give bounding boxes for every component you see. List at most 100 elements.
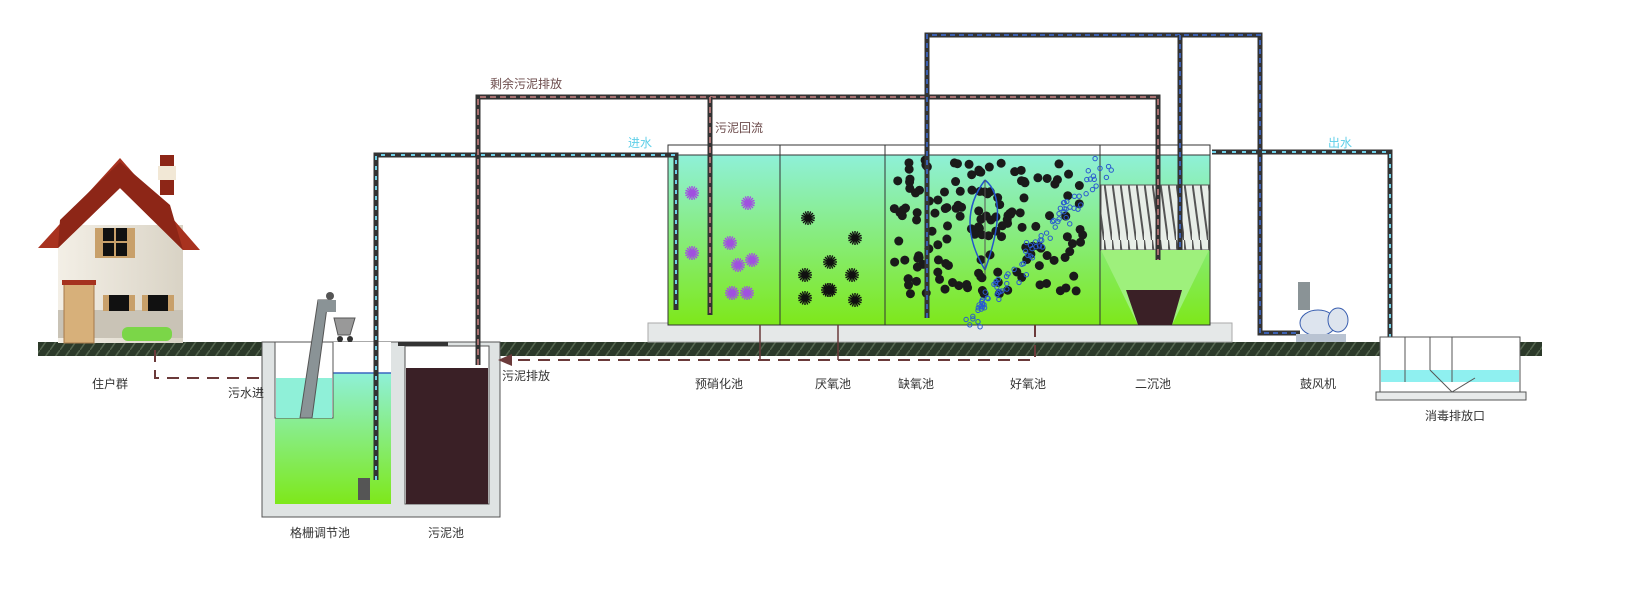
biofilm-carrier: [942, 203, 952, 213]
air-bubble: [975, 307, 981, 314]
sludge-discharge-line: [498, 325, 1036, 366]
air-bubble: [970, 316, 976, 322]
biofilm-carrier: [986, 215, 996, 225]
air-bubble: [1091, 176, 1097, 183]
air-bubble: [970, 313, 976, 320]
air-bubble: [1004, 280, 1010, 287]
label-water-in: 进水: [628, 136, 652, 150]
submersible-pump-icon: [358, 478, 370, 500]
biofilm-carrier: [997, 232, 1007, 242]
biofilm-carrier: [895, 208, 905, 218]
biofilm-carrier: [943, 221, 953, 231]
air-bubble: [1049, 218, 1056, 225]
air-bubble: [985, 295, 991, 302]
label-pre-nitrification: 预硝化池: [695, 377, 743, 391]
label-sludge-return: 污泥回流: [715, 121, 763, 135]
air-bubble: [967, 322, 973, 328]
biofilm-carrier: [948, 278, 958, 288]
air-bubble: [1023, 239, 1030, 246]
air-bubble: [1055, 218, 1061, 225]
media-star: [848, 234, 862, 242]
air-bubble: [1056, 210, 1062, 217]
air-bubble: [1022, 248, 1029, 254]
biofilm-carrier: [905, 174, 915, 184]
air-bubble: [1039, 244, 1046, 250]
biofilm-carrier: [953, 200, 963, 210]
media-star: [741, 199, 755, 207]
biofilm-carrier: [1012, 267, 1022, 277]
biofilm-carrier: [1054, 159, 1064, 169]
biofilm-carrier: [1031, 221, 1041, 231]
biofilm-carrier: [1071, 286, 1081, 296]
biofilm-carrier: [1045, 211, 1055, 221]
air-bubble: [1105, 163, 1112, 170]
biofilm-carrier: [935, 274, 945, 284]
air-bubble: [1083, 191, 1089, 197]
label-sewage-in: 污水进: [228, 386, 264, 400]
air-bubble: [993, 278, 999, 285]
outlet-pipe: [1212, 149, 1393, 340]
air-bubble: [1037, 237, 1044, 243]
media-star: [740, 289, 754, 297]
biofilm-media: [685, 155, 1114, 330]
air-bubble: [981, 305, 988, 311]
label-blower: 鼓风机: [1300, 377, 1336, 391]
air-bubble: [1103, 174, 1110, 181]
biofilm-carrier: [984, 162, 994, 172]
biofilm-carrier: [904, 158, 914, 168]
biofilm-carrier: [1074, 181, 1084, 191]
biofilm-carrier: [912, 215, 922, 225]
label-sludge-discharge: 污泥排放: [502, 368, 550, 383]
biofilm-carrier: [952, 159, 962, 169]
media-star: [848, 296, 862, 304]
biofilm-carrier: [974, 167, 984, 177]
air-bubble: [977, 324, 983, 330]
biofilm-carrier: [915, 185, 925, 195]
label-residents: 住户群: [92, 376, 128, 391]
biofilm-carrier: [1049, 255, 1059, 265]
air-bubble: [982, 289, 988, 295]
ground: [38, 342, 1542, 356]
biofilm-carrier: [933, 255, 943, 265]
air-bubble: [1016, 279, 1022, 286]
biofilm-carrier: [1063, 191, 1073, 201]
biofilm-carrier: [1019, 193, 1029, 203]
label-grid-tank: 格栅调节池: [290, 525, 350, 540]
air-bubble: [1061, 199, 1067, 206]
media-star: [685, 249, 699, 257]
biofilm-carrier: [905, 289, 915, 299]
biofilm-carrier: [1015, 208, 1025, 218]
biofilm-carrier: [894, 236, 904, 246]
air-bubble: [1071, 193, 1078, 199]
biofilm-carrier: [951, 177, 961, 187]
label-disinfection-outlet: 消毒排放口: [1425, 408, 1485, 423]
air-bubble: [1027, 242, 1034, 249]
air-bubble: [1093, 183, 1099, 189]
air-bubble: [1067, 221, 1073, 227]
biofilm-carrier: [1020, 178, 1030, 188]
media-star: [801, 214, 815, 222]
biofilm-carrier: [1050, 179, 1060, 189]
air-bubble: [1078, 202, 1084, 208]
media-star: [723, 239, 737, 247]
air-bubble: [997, 289, 1003, 295]
air-bubble: [963, 316, 969, 323]
air-bubble: [994, 284, 1000, 290]
media-star: [845, 271, 859, 279]
biofilm-carrier: [911, 276, 921, 286]
biofilm-carrier: [1033, 173, 1043, 183]
main-treatment-tank: [647, 144, 1233, 343]
biofilm-carrier: [1075, 224, 1085, 234]
biofilm-carrier: [1003, 218, 1013, 228]
disinfection-outlet-tank: [1375, 336, 1527, 401]
biofilm-carrier: [1060, 252, 1070, 262]
biofilm-carrier: [941, 258, 951, 268]
biofilm-carrier: [933, 240, 943, 250]
biofilm-carrier: [1064, 169, 1074, 179]
air-bubble: [1020, 260, 1027, 267]
biofilm-carrier: [893, 176, 903, 186]
media-star: [745, 256, 759, 264]
sewage-inflow-arrow: [154, 350, 277, 384]
biofilm-carrier: [1017, 222, 1027, 232]
